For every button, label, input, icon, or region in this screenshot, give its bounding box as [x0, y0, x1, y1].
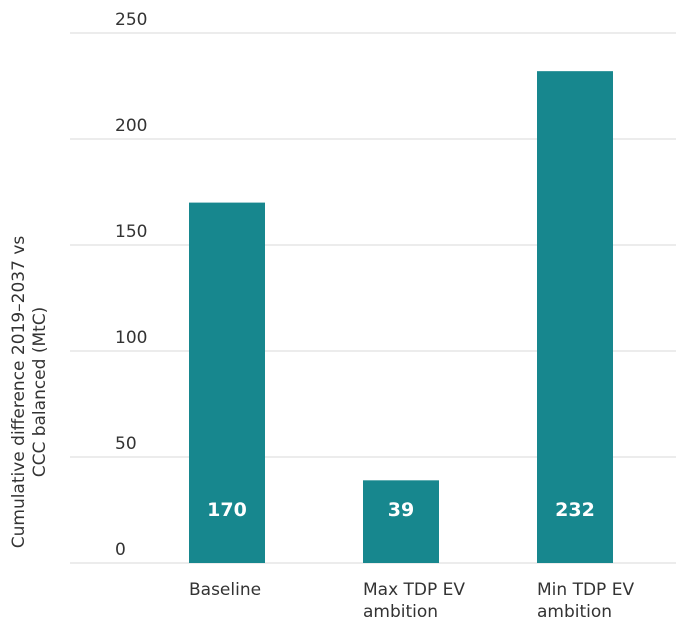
- x-category-label-line: Max TDP EV: [363, 580, 465, 600]
- bar: [363, 480, 439, 563]
- y-tick-label: 0: [115, 540, 126, 560]
- y-tick-label: 100: [115, 328, 147, 348]
- bars: [189, 71, 613, 563]
- x-category-label: Baseline: [189, 580, 261, 600]
- value-labels: 170 39 232: [207, 499, 595, 521]
- x-axis-categories: Baseline Max TDP EV ambition Min TDP EV ambi…: [189, 580, 634, 620]
- y-tick-label: 150: [115, 222, 147, 242]
- x-category-label-line: ambition: [363, 602, 438, 620]
- x-category-label-line: Baseline: [189, 580, 261, 600]
- y-axis-label: Cumulative difference 2019–2037 vsCCC ba…: [9, 236, 50, 549]
- x-category-label: Min TDP EV ambition: [537, 580, 634, 620]
- x-category-label-line: ambition: [537, 602, 612, 620]
- bar: [537, 71, 613, 563]
- bar-value-label: 170: [207, 499, 247, 521]
- y-tick-label: 200: [115, 116, 147, 136]
- y-axis-label-line: CCC balanced (MtC): [30, 307, 50, 478]
- x-category-label: Max TDP EV ambition: [363, 580, 465, 620]
- bar-value-label: 232: [555, 499, 595, 521]
- x-category-label-line: Min TDP EV: [537, 580, 634, 600]
- y-axis-ticks: 0 50 100 150 200 250: [115, 10, 147, 560]
- bar: [189, 202, 265, 563]
- bar-value-label: 39: [388, 499, 414, 521]
- y-axis-title: Cumulative difference 2019–2037 vsCCC ba…: [9, 236, 50, 549]
- y-tick-label: 50: [115, 434, 137, 454]
- y-axis-label-line: Cumulative difference 2019–2037 vs: [9, 236, 29, 549]
- y-tick-label: 250: [115, 10, 147, 30]
